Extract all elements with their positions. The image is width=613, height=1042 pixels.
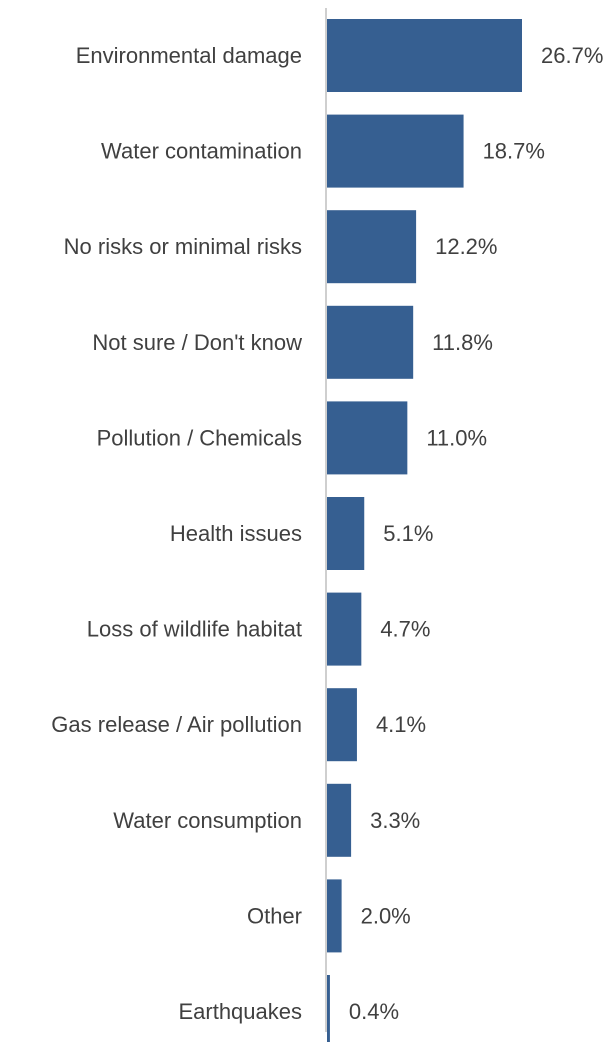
value-label-2: 12.2%	[435, 234, 497, 259]
category-label-7: Gas release / Air pollution	[51, 712, 302, 737]
bar-10	[327, 975, 330, 1042]
category-label-5: Health issues	[170, 521, 302, 546]
bar-1	[327, 115, 464, 188]
category-label-0: Environmental damage	[76, 43, 302, 68]
category-label-2: No risks or minimal risks	[64, 234, 302, 259]
value-label-7: 4.1%	[376, 712, 426, 737]
category-label-8: Water consumption	[113, 808, 302, 833]
category-label-9: Other	[247, 903, 302, 928]
bar-6	[327, 593, 361, 666]
value-labels-group: 26.7% 18.7% 12.2% 11.8% 11.0% 5.1% 4.7% 4.1% 3.3…	[349, 43, 603, 1024]
value-label-1: 18.7%	[483, 139, 545, 164]
bar-2	[327, 210, 416, 283]
value-label-8: 3.3%	[370, 808, 420, 833]
bar-4	[327, 401, 407, 474]
value-label-10: 0.4%	[349, 999, 399, 1024]
category-label-4: Pollution / Chemicals	[97, 425, 302, 450]
bar-3	[327, 306, 413, 379]
bar-7	[327, 688, 357, 761]
value-label-9: 2.0%	[361, 903, 411, 928]
category-label-10: Earthquakes	[178, 999, 302, 1024]
bar-9	[327, 879, 342, 952]
value-label-5: 5.1%	[383, 521, 433, 546]
value-label-0: 26.7%	[541, 43, 603, 68]
category-label-6: Loss of wildlife habitat	[87, 617, 302, 642]
value-label-6: 4.7%	[380, 617, 430, 642]
category-labels-group: Environmental damage Water contamination N…	[51, 43, 302, 1024]
value-label-4: 11.0%	[426, 425, 487, 450]
category-label-1: Water contamination	[101, 139, 302, 164]
bar-8	[327, 784, 351, 857]
bar-5	[327, 497, 364, 570]
value-label-3: 11.8%	[432, 330, 493, 355]
bar-0	[327, 19, 522, 92]
category-label-3: Not sure / Don't know	[92, 330, 302, 355]
